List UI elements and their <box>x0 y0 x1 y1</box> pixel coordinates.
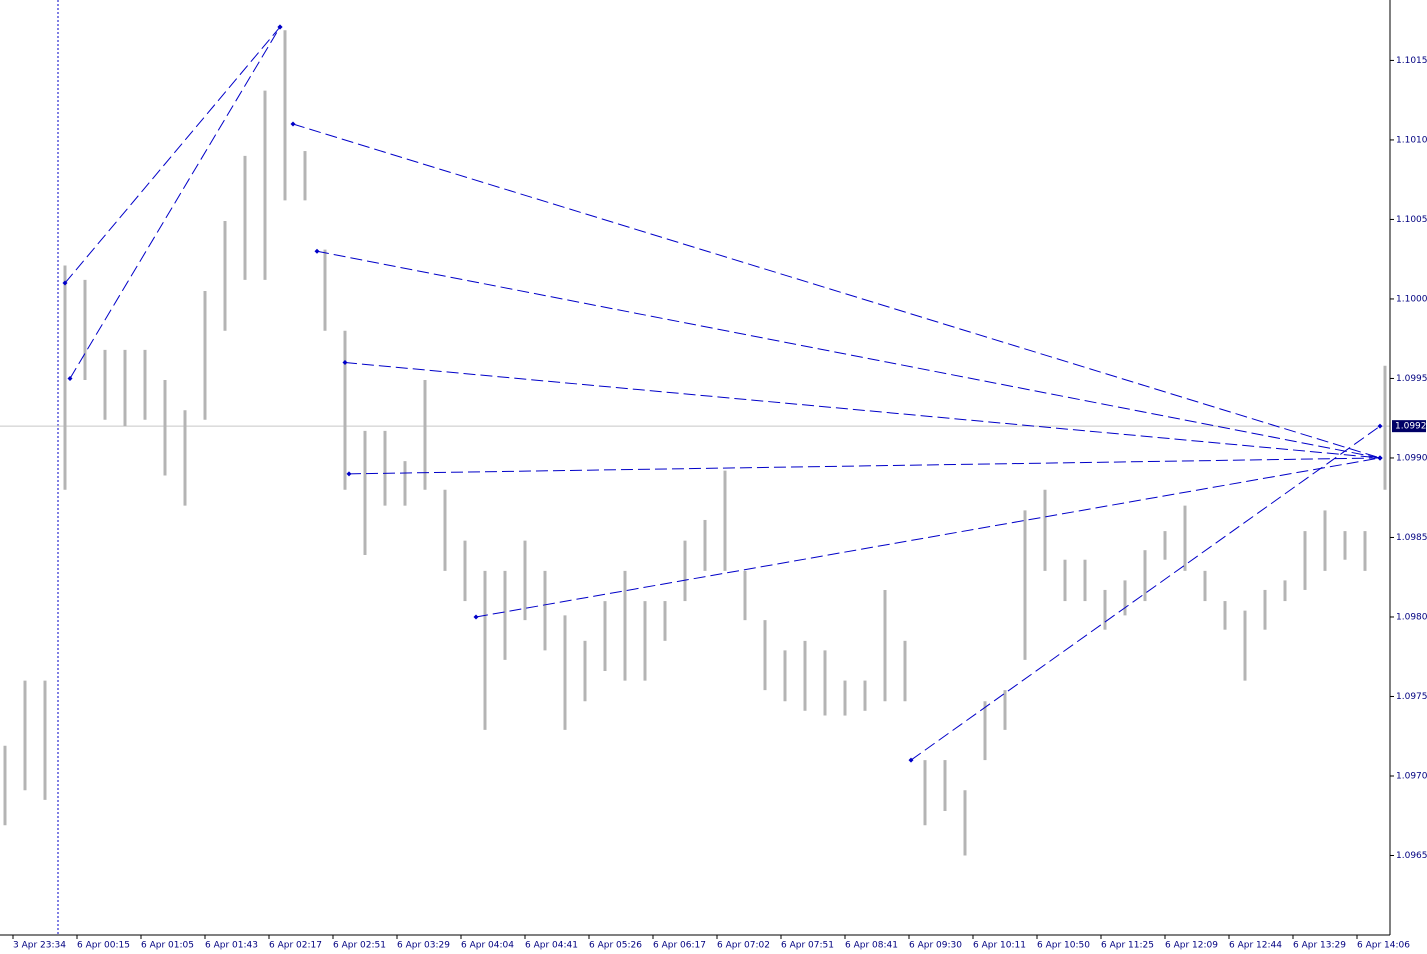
trendline-point <box>1377 455 1383 461</box>
y-tick-label: 1.0965 <box>1396 851 1427 861</box>
y-tick-label: 1.0975 <box>1396 692 1427 702</box>
x-tick-label: 6 Apr 02:51 <box>333 941 386 951</box>
y-tick-label: 1.0985 <box>1396 533 1427 543</box>
x-tick-label: 6 Apr 01:05 <box>141 941 194 951</box>
x-tick-label: 6 Apr 12:44 <box>1229 941 1282 951</box>
y-tick-label: 1.1000 <box>1396 294 1427 304</box>
trendline <box>348 457 1381 475</box>
trendline <box>64 26 281 284</box>
trendline <box>316 250 1381 459</box>
y-tick-label: 1.0980 <box>1396 612 1427 622</box>
x-tick-label: 6 Apr 13:29 <box>1293 941 1346 951</box>
x-tick-label: 6 Apr 09:30 <box>909 941 962 951</box>
x-tick-label: 6 Apr 04:04 <box>461 941 514 951</box>
trendline <box>292 123 1381 459</box>
trendline <box>69 26 281 379</box>
x-tick-label: 6 Apr 01:43 <box>205 941 258 951</box>
trendline-point <box>908 757 914 763</box>
x-tick-label: 6 Apr 10:11 <box>973 941 1026 951</box>
y-tick-label: 1.0995 <box>1396 374 1427 384</box>
y-tick-label: 1.0970 <box>1396 771 1427 781</box>
x-tick-label: 3 Apr 23:34 <box>13 941 66 951</box>
x-tick-label: 6 Apr 08:41 <box>845 941 898 951</box>
y-tick-label: 1.0990 <box>1396 453 1427 463</box>
trendline-point <box>290 121 296 127</box>
x-tick-label: 6 Apr 10:50 <box>1037 941 1090 951</box>
trendline-point <box>346 471 352 477</box>
trendline-point <box>277 24 283 30</box>
x-tick-label: 6 Apr 00:15 <box>77 941 130 951</box>
bid-label-box <box>1392 420 1426 433</box>
y-tick-label: 1.1010 <box>1396 135 1427 145</box>
x-tick-label: 6 Apr 05:26 <box>589 941 642 951</box>
trendline-point <box>1377 423 1383 429</box>
trendline <box>910 425 1381 761</box>
x-tick-label: 6 Apr 12:09 <box>1165 941 1218 951</box>
bid-label: 1.0992 <box>1395 422 1427 432</box>
trendline-point <box>342 360 348 366</box>
trendline-point <box>473 614 479 620</box>
x-tick-label: 6 Apr 03:29 <box>397 941 450 951</box>
trendline <box>475 457 1381 618</box>
x-tick-label: 6 Apr 04:41 <box>525 941 578 951</box>
x-tick-label: 6 Apr 06:17 <box>653 941 706 951</box>
x-tick-label: 6 Apr 02:17 <box>269 941 322 951</box>
x-tick-label: 6 Apr 07:02 <box>717 941 770 951</box>
trendline <box>344 362 1381 459</box>
trendline-point <box>62 280 68 286</box>
y-tick-label: 1.1015 <box>1396 56 1427 66</box>
x-tick-label: 6 Apr 14:06 <box>1357 941 1410 951</box>
trendline-point <box>314 248 320 254</box>
trendline-point <box>67 375 73 381</box>
x-tick-label: 6 Apr 11:25 <box>1101 941 1154 951</box>
y-tick-label: 1.1005 <box>1396 215 1427 225</box>
x-tick-label: 6 Apr 07:51 <box>781 941 834 951</box>
